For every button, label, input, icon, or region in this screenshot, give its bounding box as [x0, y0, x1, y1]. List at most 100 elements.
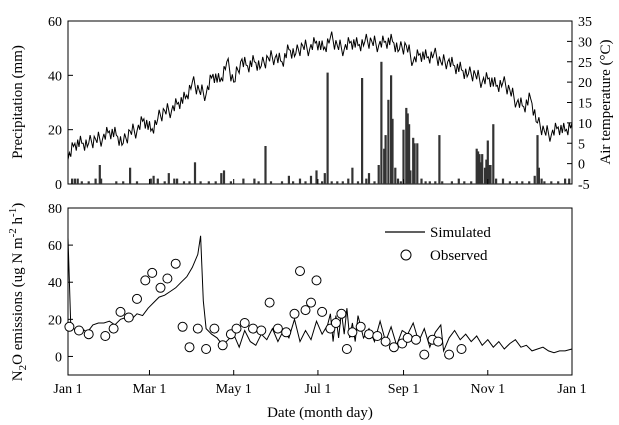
observed-point	[388, 342, 399, 353]
n2o-label-sub: 2	[17, 365, 29, 371]
precipitation-bar	[384, 135, 387, 184]
precipitation-bar	[463, 181, 466, 184]
precipitation-bar	[405, 107, 408, 184]
observed-point	[184, 342, 195, 353]
observed-point	[411, 334, 421, 345]
precipitation-bar	[486, 140, 489, 184]
n2o-tick-label: 80	[48, 202, 62, 217]
observed-point	[311, 275, 322, 286]
legend-observed-swatch	[400, 249, 412, 261]
precipitation-bar	[98, 165, 101, 184]
air-temperature-path	[67, 31, 573, 160]
top-panel-ticks: 0 20 40 60 -5 0 5 10 15 20 25 30 35	[48, 15, 592, 193]
x-tick-label: Sep 1	[388, 382, 420, 397]
simulated-path	[67, 235, 573, 354]
precipitation-bar	[115, 181, 118, 184]
precipitation-bar	[428, 181, 431, 184]
precipitation-bar	[214, 181, 217, 184]
precipitation-bar	[80, 181, 83, 184]
legend-observed-label: Observed	[430, 248, 488, 264]
precipitation-bar	[242, 178, 245, 184]
precipitation-bar	[315, 170, 318, 184]
observed-point	[83, 329, 94, 340]
precipitation-bar	[351, 167, 354, 184]
n2o-tick-label: 60	[48, 239, 62, 254]
observed-point	[433, 336, 444, 347]
observed-point	[115, 306, 126, 317]
precipitation-bar	[173, 178, 176, 184]
precipitation-bar	[479, 162, 482, 184]
observed-point	[170, 258, 181, 269]
precipitation-bar	[521, 181, 524, 184]
observed-point	[256, 325, 267, 336]
precipitation-bar	[347, 178, 350, 184]
precipitation-bar	[396, 178, 400, 184]
precipitation-bar	[188, 181, 191, 184]
precipitation-bar	[135, 181, 139, 184]
precipitation-bar	[564, 178, 567, 184]
observed-point	[64, 321, 75, 332]
n2o-tick-label: 20	[48, 313, 62, 328]
precipitation-bar	[412, 137, 415, 184]
precipitation-bar	[193, 162, 197, 184]
precipitation-bar	[287, 175, 290, 184]
observed-point	[74, 325, 84, 336]
observed-point	[100, 331, 111, 341]
bottom-panel-ticks: 0 20 40 60 80 Jan 1 Mar 1 May 1 Jul 1 Sep 1 Nov 1 J…	[48, 202, 587, 397]
precipitation-bar	[167, 173, 170, 184]
precipitation-bar	[420, 178, 423, 184]
precipitation-bar	[515, 181, 518, 184]
precipitation-bar	[361, 78, 364, 184]
observed-point	[264, 297, 275, 308]
precipitation-bar	[394, 167, 397, 184]
simulated-line	[67, 235, 573, 354]
observed-point	[341, 344, 352, 354]
precipitation-bar	[280, 181, 284, 184]
observed-point	[281, 327, 292, 338]
precipitation-bar	[304, 181, 307, 184]
precipitation-bar	[253, 178, 256, 184]
precipitation-bar	[568, 178, 571, 184]
x-tick-label: May 1	[216, 382, 252, 397]
precipitation-bar	[176, 178, 179, 184]
precipitation-bar	[207, 181, 210, 184]
precipitation-bar	[424, 181, 427, 184]
air-temperature-axis-label: Air temperature (°C)	[598, 39, 614, 164]
precipitation-bars	[71, 61, 571, 185]
n2o-tick-label: 0	[55, 350, 62, 365]
precipitation-bar	[129, 167, 132, 184]
left-tick-label: 40	[48, 69, 62, 84]
precipitation-bar	[481, 154, 484, 184]
precipitation-bar	[434, 181, 437, 184]
observed-point	[123, 312, 134, 323]
left-tick-label: 60	[48, 15, 62, 30]
legend-simulated-label: Simulated	[430, 225, 491, 241]
observed-point	[108, 323, 119, 334]
observed-point	[444, 349, 455, 360]
observed-point	[295, 266, 305, 277]
observed-point	[140, 275, 151, 286]
right-tick-label: 5	[578, 137, 585, 152]
observed-point	[147, 267, 158, 278]
observed-point	[155, 282, 166, 293]
left-tick-label: 20	[48, 124, 62, 139]
observed-point	[162, 273, 173, 284]
precipitation-bar	[76, 178, 79, 184]
observed-point	[330, 318, 341, 328]
precipitation-bar	[488, 165, 491, 184]
left-tick-label: 0	[55, 178, 62, 193]
precipitation-bar	[71, 178, 74, 184]
precipitation-bar	[156, 178, 159, 184]
precipitation-bar	[383, 148, 386, 184]
right-tick-label: 0	[578, 158, 585, 173]
observed-point	[419, 349, 430, 360]
precipitation-bar	[229, 181, 232, 184]
observed-point	[289, 308, 300, 319]
precipitation-bar	[438, 135, 441, 184]
observed-point	[402, 332, 413, 343]
precipitation-bar	[94, 178, 97, 184]
observed-points	[64, 258, 467, 360]
precipitation-bar	[122, 181, 125, 184]
observed-point	[336, 308, 347, 319]
precipitation-bar	[402, 129, 405, 184]
